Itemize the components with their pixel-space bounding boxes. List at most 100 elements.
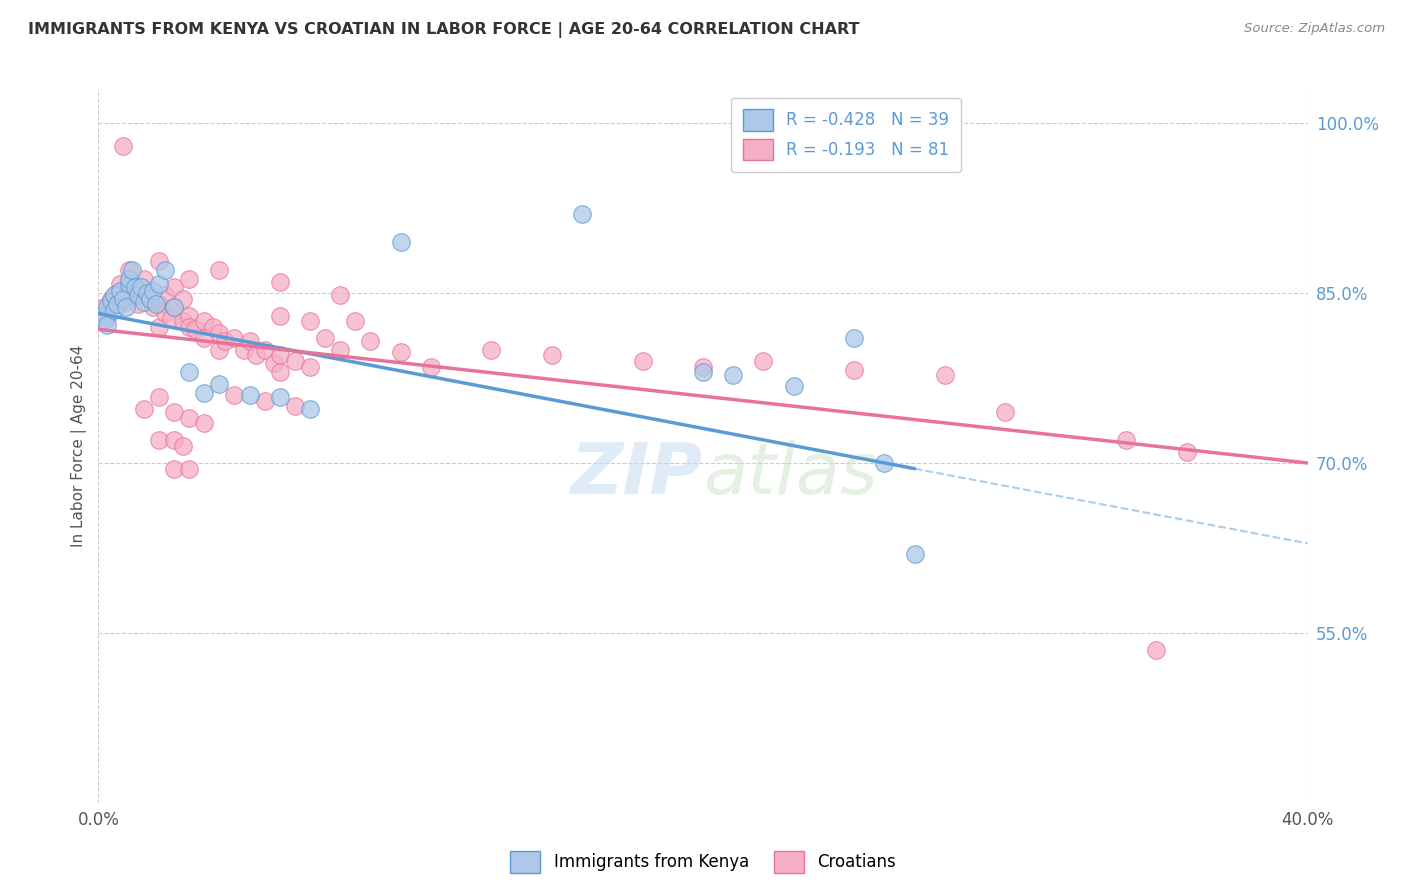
Text: IMMIGRANTS FROM KENYA VS CROATIAN IN LABOR FORCE | AGE 20-64 CORRELATION CHART: IMMIGRANTS FROM KENYA VS CROATIAN IN LAB… [28, 22, 859, 38]
Point [163, 434, 186, 448]
Point [179, 309, 201, 323]
Text: ZIP: ZIP [571, 440, 703, 509]
Point [193, 417, 215, 431]
Point [100, 292, 122, 306]
Text: atlas: atlas [703, 440, 877, 509]
Point [172, 292, 194, 306]
Point [111, 292, 134, 306]
Point [139, 292, 162, 306]
Point [114, 295, 136, 310]
Point [129, 280, 152, 294]
Point [172, 439, 194, 453]
Point [214, 334, 236, 348]
Point [994, 405, 1017, 419]
Point [93, 313, 115, 327]
Point [179, 320, 201, 334]
Point [153, 288, 176, 302]
Point [269, 365, 291, 379]
Point [284, 354, 307, 368]
Point [299, 314, 322, 328]
Point [118, 288, 141, 302]
Point [148, 277, 170, 291]
Point [263, 356, 285, 370]
Point [208, 263, 231, 277]
Point [118, 263, 141, 277]
Legend: R = -0.428   N = 39, R = -0.193   N = 81: R = -0.428 N = 39, R = -0.193 N = 81 [731, 97, 960, 172]
Point [96, 300, 118, 314]
Point [723, 368, 745, 382]
Point [124, 284, 146, 298]
Point [179, 365, 201, 379]
Point [904, 547, 927, 561]
Point [118, 272, 141, 286]
Point [179, 272, 201, 286]
Point [202, 320, 225, 334]
Legend: Immigrants from Kenya, Croatians: Immigrants from Kenya, Croatians [503, 845, 903, 880]
Point [111, 138, 134, 153]
Point [103, 303, 125, 318]
Point [105, 286, 128, 301]
Point [90, 309, 112, 323]
Point [111, 292, 134, 306]
Text: Source: ZipAtlas.com: Source: ZipAtlas.com [1244, 22, 1385, 36]
Point [631, 354, 654, 368]
Point [481, 343, 503, 357]
Point [208, 376, 231, 391]
Point [344, 314, 367, 328]
Point [299, 359, 322, 374]
Point [163, 405, 186, 419]
Point [184, 322, 207, 336]
Point [148, 434, 170, 448]
Point [269, 348, 291, 362]
Point [571, 207, 593, 221]
Point [135, 286, 157, 301]
Point [224, 388, 246, 402]
Point [284, 400, 307, 414]
Point [135, 288, 157, 302]
Point [160, 311, 183, 326]
Point [163, 461, 186, 475]
Point [163, 280, 186, 294]
Point [153, 306, 176, 320]
Point [142, 284, 165, 298]
Point [118, 277, 141, 291]
Point [1175, 444, 1198, 458]
Point [172, 314, 194, 328]
Point [239, 388, 262, 402]
Point [389, 345, 412, 359]
Point [108, 284, 131, 298]
Point [873, 456, 896, 470]
Point [179, 461, 201, 475]
Point [224, 331, 246, 345]
Point [314, 331, 336, 345]
Point [253, 393, 276, 408]
Point [269, 309, 291, 323]
Point [540, 348, 562, 362]
Point [93, 300, 115, 314]
Point [96, 318, 118, 332]
Point [193, 331, 215, 345]
Point [132, 295, 155, 310]
Y-axis label: In Labor Force | Age 20-64: In Labor Force | Age 20-64 [72, 345, 87, 547]
Point [90, 306, 112, 320]
Point [132, 272, 155, 286]
Point [692, 365, 714, 379]
Point [783, 379, 806, 393]
Point [142, 300, 165, 314]
Point [844, 331, 866, 345]
Point [145, 297, 167, 311]
Point [389, 235, 412, 249]
Point [148, 320, 170, 334]
Point [121, 277, 143, 291]
Point [269, 275, 291, 289]
Point [129, 280, 152, 294]
Point [329, 288, 352, 302]
Point [193, 385, 215, 400]
Point [114, 300, 136, 314]
Point [269, 390, 291, 404]
Point [103, 288, 125, 302]
Point [103, 297, 125, 311]
Point [299, 401, 322, 416]
Point [153, 263, 176, 277]
Point [179, 410, 201, 425]
